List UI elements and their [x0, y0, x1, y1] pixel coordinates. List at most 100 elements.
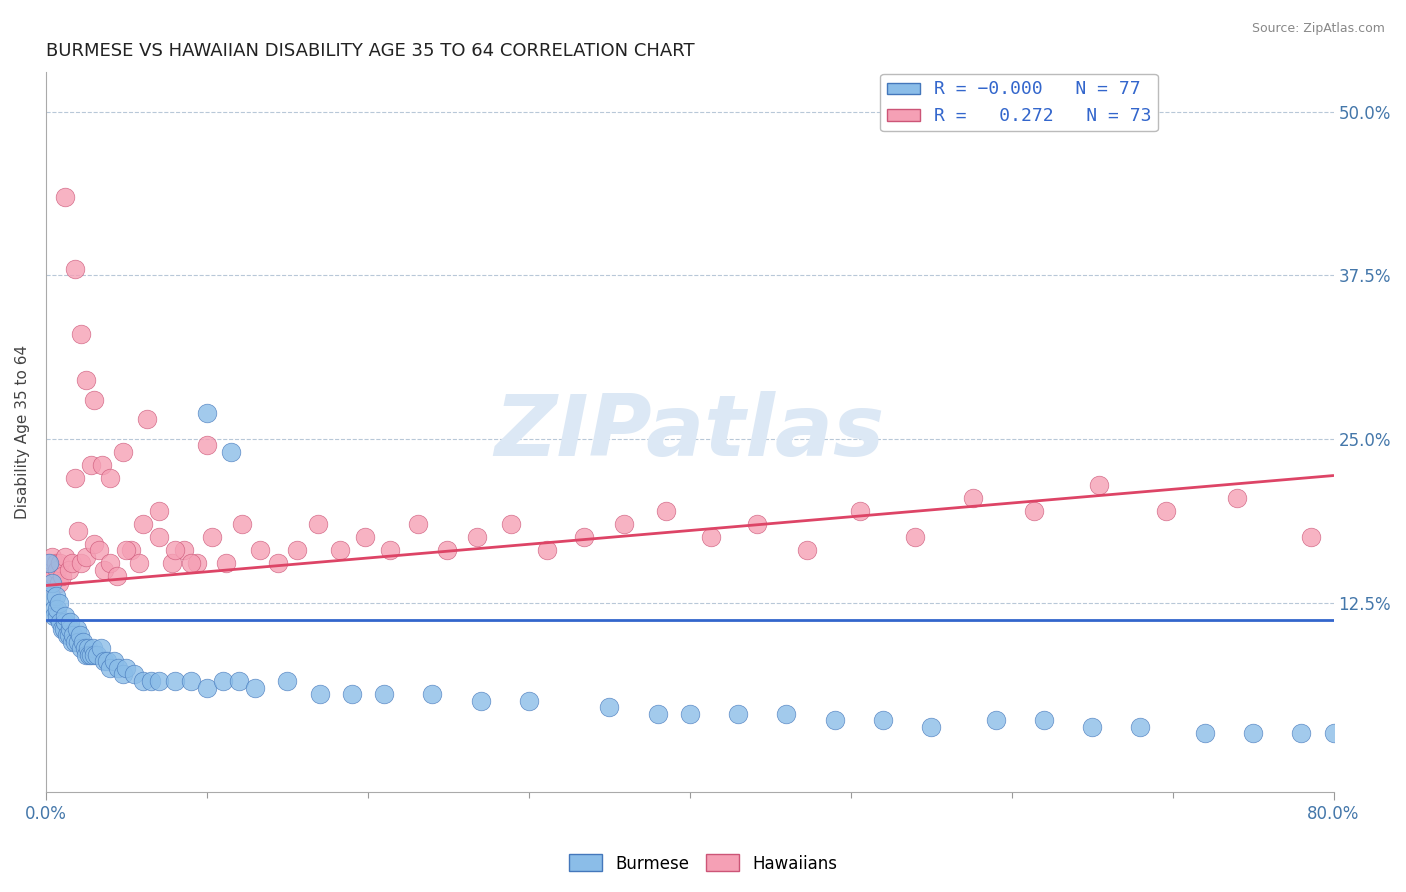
Point: [1322, 726, 1344, 740]
Point: [69, 628, 91, 642]
Point: [195, 406, 218, 420]
Point: [470, 694, 492, 708]
Point: [679, 706, 702, 721]
Point: [59, 615, 82, 629]
Y-axis label: Disability Age 35 to 64: Disability Age 35 to 64: [15, 345, 30, 519]
Point: [42, 602, 65, 616]
Point: [46, 608, 69, 623]
Point: [215, 556, 238, 570]
Point: [1129, 720, 1152, 734]
Point: [904, 530, 927, 544]
Point: [103, 654, 125, 668]
Text: Source: ZipAtlas.com: Source: ZipAtlas.com: [1251, 22, 1385, 36]
Point: [920, 720, 942, 734]
Point: [962, 491, 984, 505]
Point: [49, 556, 72, 570]
Point: [70, 556, 93, 570]
Point: [124, 667, 146, 681]
Point: [46, 602, 69, 616]
Point: [56, 628, 79, 642]
Point: [849, 504, 872, 518]
Point: [148, 504, 170, 518]
Text: ZIPatlas: ZIPatlas: [495, 391, 884, 474]
Point: [647, 706, 669, 721]
Point: [245, 681, 267, 695]
Point: [131, 516, 153, 531]
Point: [63, 261, 86, 276]
Point: [58, 563, 80, 577]
Point: [308, 687, 330, 701]
Point: [41, 575, 63, 590]
Point: [380, 543, 402, 558]
Point: [1024, 504, 1046, 518]
Legend: R = −0.000   N = 77, R =   0.272   N = 73: R = −0.000 N = 77, R = 0.272 N = 73: [880, 73, 1157, 131]
Point: [45, 556, 67, 570]
Point: [70, 641, 93, 656]
Point: [39, 589, 62, 603]
Point: [67, 634, 90, 648]
Point: [436, 543, 458, 558]
Point: [180, 673, 202, 688]
Point: [60, 634, 83, 648]
Point: [75, 373, 97, 387]
Point: [699, 530, 721, 544]
Text: BURMESE VS HAWAIIAN DISABILITY AGE 35 TO 64 CORRELATION CHART: BURMESE VS HAWAIIAN DISABILITY AGE 35 TO…: [46, 42, 695, 60]
Point: [872, 714, 894, 728]
Point: [307, 516, 329, 531]
Point: [572, 530, 595, 544]
Point: [51, 622, 73, 636]
Point: [465, 530, 488, 544]
Point: [42, 608, 65, 623]
Point: [98, 556, 121, 570]
Point: [82, 641, 104, 656]
Point: [276, 673, 298, 688]
Point: [249, 543, 271, 558]
Point: [49, 615, 72, 629]
Point: [195, 438, 218, 452]
Point: [98, 661, 121, 675]
Legend: Burmese, Hawaiians: Burmese, Hawaiians: [562, 847, 844, 880]
Point: [37, 556, 59, 570]
Point: [420, 687, 443, 701]
Point: [329, 543, 352, 558]
Point: [180, 556, 202, 570]
Point: [42, 569, 65, 583]
Point: [186, 556, 208, 570]
Point: [38, 575, 60, 590]
Point: [598, 700, 620, 714]
Point: [79, 648, 101, 662]
Point: [53, 615, 76, 629]
Point: [824, 714, 846, 728]
Point: [91, 458, 114, 472]
Point: [76, 641, 98, 656]
Point: [501, 516, 523, 531]
Point: [63, 634, 86, 648]
Point: [112, 445, 135, 459]
Point: [60, 556, 83, 570]
Point: [195, 681, 218, 695]
Point: [1291, 726, 1313, 740]
Point: [984, 714, 1007, 728]
Point: [747, 516, 769, 531]
Point: [115, 543, 138, 558]
Point: [796, 543, 818, 558]
Point: [90, 641, 112, 656]
Point: [1087, 477, 1109, 491]
Point: [62, 628, 84, 642]
Point: [613, 516, 636, 531]
Point: [373, 687, 395, 701]
Point: [39, 569, 62, 583]
Point: [148, 673, 170, 688]
Point: [98, 471, 121, 485]
Point: [96, 654, 118, 668]
Point: [41, 549, 63, 564]
Point: [93, 563, 115, 577]
Point: [48, 595, 70, 609]
Point: [72, 634, 94, 648]
Point: [517, 694, 540, 708]
Point: [406, 516, 429, 531]
Point: [48, 575, 70, 590]
Point: [267, 556, 290, 570]
Point: [1226, 491, 1249, 505]
Point: [45, 589, 67, 603]
